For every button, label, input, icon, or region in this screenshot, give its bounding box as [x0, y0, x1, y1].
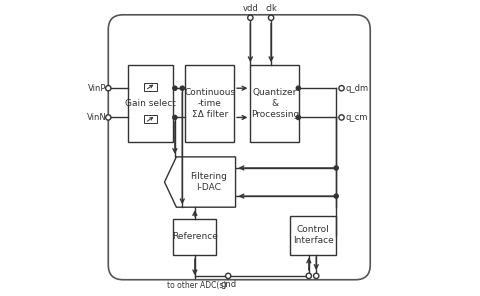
Bar	[251, 65, 299, 142]
Polygon shape	[165, 157, 236, 207]
Text: Reference: Reference	[172, 232, 218, 241]
Text: Continuous
-time
ΣΔ filter: Continuous -time ΣΔ filter	[184, 88, 235, 119]
Circle shape	[106, 86, 111, 91]
Text: clk: clk	[265, 4, 277, 13]
Circle shape	[226, 273, 231, 279]
Bar	[128, 65, 173, 142]
Circle shape	[313, 273, 319, 279]
Bar	[144, 115, 156, 123]
Circle shape	[268, 15, 274, 20]
Text: gnd: gnd	[220, 280, 236, 289]
Circle shape	[334, 166, 338, 170]
Text: VinP: VinP	[88, 84, 107, 93]
Circle shape	[106, 115, 111, 120]
Text: q_dm: q_dm	[346, 84, 369, 93]
Bar	[173, 219, 216, 255]
Text: q_cm: q_cm	[346, 113, 368, 122]
Text: to other ADC(s): to other ADC(s)	[167, 281, 226, 289]
Text: vdd: vdd	[242, 4, 258, 13]
Circle shape	[339, 86, 344, 91]
Text: VinN: VinN	[87, 113, 107, 122]
Circle shape	[339, 115, 344, 120]
Text: Quantizer
&
Processing: Quantizer & Processing	[251, 88, 299, 119]
Text: Control
Interface: Control Interface	[293, 225, 334, 245]
Bar	[290, 216, 336, 255]
Circle shape	[334, 194, 338, 198]
Circle shape	[306, 273, 312, 279]
Bar	[185, 65, 234, 142]
Bar	[144, 83, 156, 91]
Circle shape	[173, 86, 177, 90]
Circle shape	[296, 86, 300, 90]
Text: Filtering
I-DAC: Filtering I-DAC	[191, 172, 228, 192]
Circle shape	[296, 115, 300, 120]
Circle shape	[248, 15, 253, 20]
Circle shape	[180, 86, 184, 90]
Text: Gain select: Gain select	[125, 99, 176, 108]
Circle shape	[173, 115, 177, 120]
